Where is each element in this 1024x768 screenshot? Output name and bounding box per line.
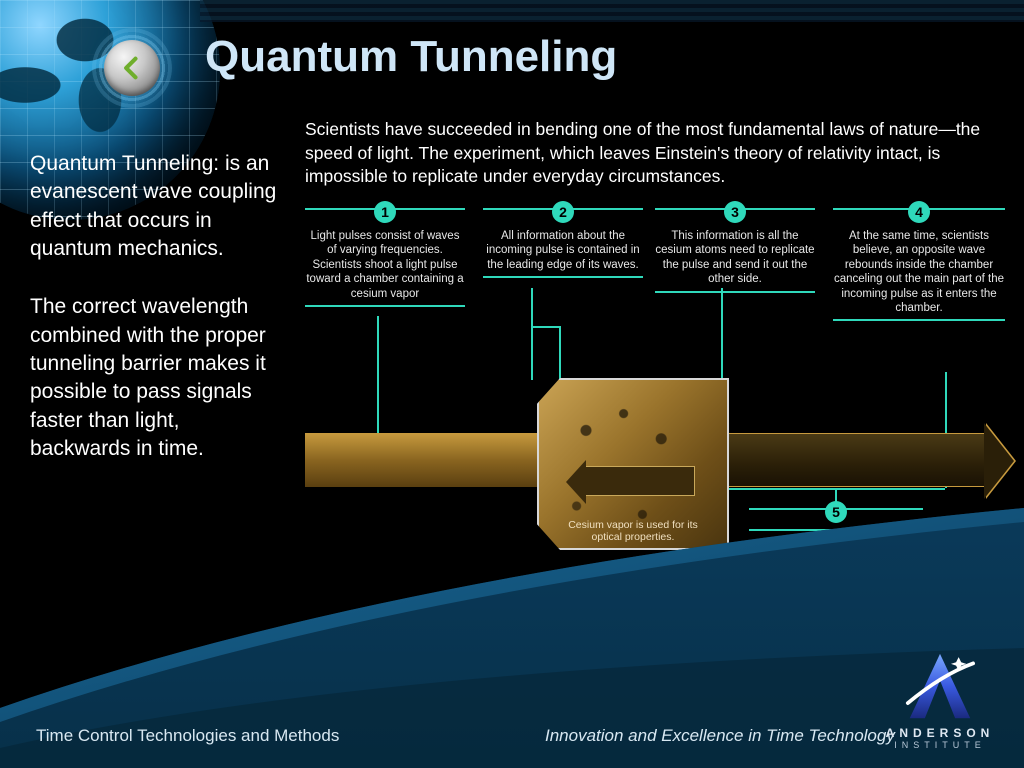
step-badge: 2 [552, 201, 574, 223]
leader-line [559, 326, 561, 386]
footer-left-text: Time Control Technologies and Methods [36, 726, 339, 746]
logo-a-icon [902, 652, 978, 722]
logo-line-2: INSTITUTE [880, 740, 1000, 750]
left-description: Quantum Tunneling: is an evanescent wave… [30, 150, 280, 463]
step-3: 3 This information is all the cesium ato… [655, 208, 815, 293]
back-button[interactable] [104, 40, 160, 96]
incoming-pulse-arrow [305, 433, 540, 487]
quantum-diagram: 1 Light pulses consist of waves of varyi… [305, 208, 1005, 608]
intro-text: Scientists have succeeded in bending one… [305, 118, 1004, 189]
footer-right-text: Innovation and Excellence in Time Techno… [545, 726, 895, 746]
step-text: Light pulses consist of waves of varying… [305, 229, 465, 301]
step-text: At the same time, scientists believe, an… [833, 229, 1005, 315]
step-1: 1 Light pulses consist of waves of varyi… [305, 208, 465, 307]
rebound-arrow [585, 466, 695, 496]
step-divider [483, 276, 643, 278]
leader-line [377, 316, 379, 436]
left-paragraph-2: The correct wavelength combined with the… [30, 293, 280, 463]
chevron-left-icon [118, 54, 146, 82]
page-title: Quantum Tunneling [205, 32, 617, 82]
step-badge: 1 [374, 201, 396, 223]
left-paragraph-1: Quantum Tunneling: is an evanescent wave… [30, 150, 280, 263]
step-text: All information about the incoming pulse… [483, 229, 643, 272]
step-text: By this time, the new pulse has already … [749, 537, 923, 580]
step-divider [749, 529, 923, 531]
step-5: 5 By this time, the new pulse has alread… [749, 508, 923, 580]
step-divider [305, 305, 465, 307]
leader-line [531, 288, 533, 380]
step-badge: 4 [908, 201, 930, 223]
step-text: This information is all the cesium atoms… [655, 229, 815, 287]
outgoing-pulse-arrow [725, 433, 985, 487]
step-badge: 3 [724, 201, 746, 223]
cesium-chamber: Cesium vapor is used for its optical pro… [537, 378, 729, 550]
logo-line-1: ANDERSON [880, 726, 1000, 740]
step-2: 2 All information about the incoming pul… [483, 208, 643, 278]
anderson-logo: ANDERSON INSTITUTE [880, 652, 1000, 750]
step-4: 4 At the same time, scientists believe, … [833, 208, 1005, 321]
top-strip-decoration [200, 0, 1024, 22]
step-divider [833, 319, 1005, 321]
leader-line [531, 326, 559, 328]
step-divider [655, 291, 815, 293]
step-badge: 5 [825, 501, 847, 523]
chamber-caption: Cesium vapor is used for its optical pro… [537, 519, 729, 544]
